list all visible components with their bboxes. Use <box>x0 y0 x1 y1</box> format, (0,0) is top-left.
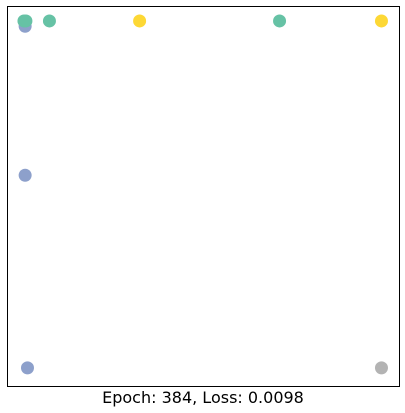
data-point-3 <box>17 14 31 28</box>
points-layer <box>17 14 388 375</box>
data-point-10 <box>374 361 388 375</box>
chart-caption: Epoch: 384, Loss: 0.0098 <box>102 388 304 407</box>
data-point-5 <box>133 14 147 28</box>
data-point-8 <box>18 168 32 182</box>
data-point-6 <box>273 14 287 28</box>
plot-frame <box>7 6 400 387</box>
data-point-7 <box>374 14 388 28</box>
data-point-4 <box>42 14 56 28</box>
data-point-9 <box>20 361 34 375</box>
